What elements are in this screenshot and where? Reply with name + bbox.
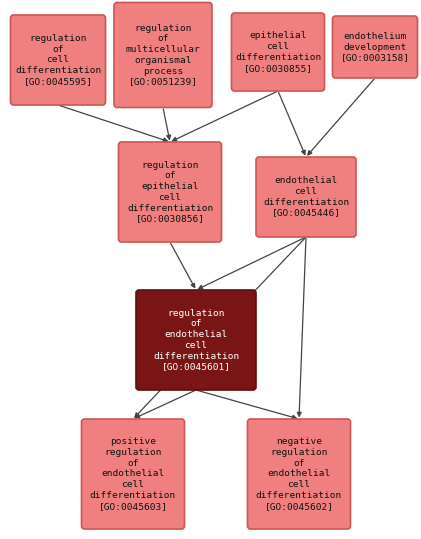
FancyBboxPatch shape (333, 16, 418, 78)
FancyBboxPatch shape (248, 419, 351, 529)
Text: positive
regulation
of
endothelial
cell
differentiation
[GO:0045603]: positive regulation of endothelial cell … (90, 437, 176, 511)
FancyBboxPatch shape (232, 13, 325, 91)
FancyBboxPatch shape (256, 157, 356, 237)
Text: endothelial
cell
differentiation
[GO:0045446]: endothelial cell differentiation [GO:004… (263, 176, 349, 218)
Text: endothelium
development
[GO:0003158]: endothelium development [GO:0003158] (341, 32, 410, 62)
Text: negative
regulation
of
endothelial
cell
differentiation
[GO:0045602]: negative regulation of endothelial cell … (256, 437, 342, 511)
Text: regulation
of
cell
differentiation
[GO:0045595]: regulation of cell differentiation [GO:0… (15, 34, 101, 86)
FancyBboxPatch shape (114, 3, 212, 107)
Text: regulation
of
multicellular
organismal
process
[GO:0051239]: regulation of multicellular organismal p… (125, 24, 200, 86)
FancyBboxPatch shape (82, 419, 184, 529)
Text: regulation
of
epithelial
cell
differentiation
[GO:0030856]: regulation of epithelial cell differenti… (127, 161, 213, 223)
Text: regulation
of
endothelial
cell
differentiation
[GO:0045601]: regulation of endothelial cell different… (153, 309, 239, 371)
FancyBboxPatch shape (118, 142, 221, 242)
FancyBboxPatch shape (136, 290, 256, 390)
Text: epithelial
cell
differentiation
[GO:0030855]: epithelial cell differentiation [GO:0030… (235, 31, 321, 73)
FancyBboxPatch shape (11, 15, 106, 105)
